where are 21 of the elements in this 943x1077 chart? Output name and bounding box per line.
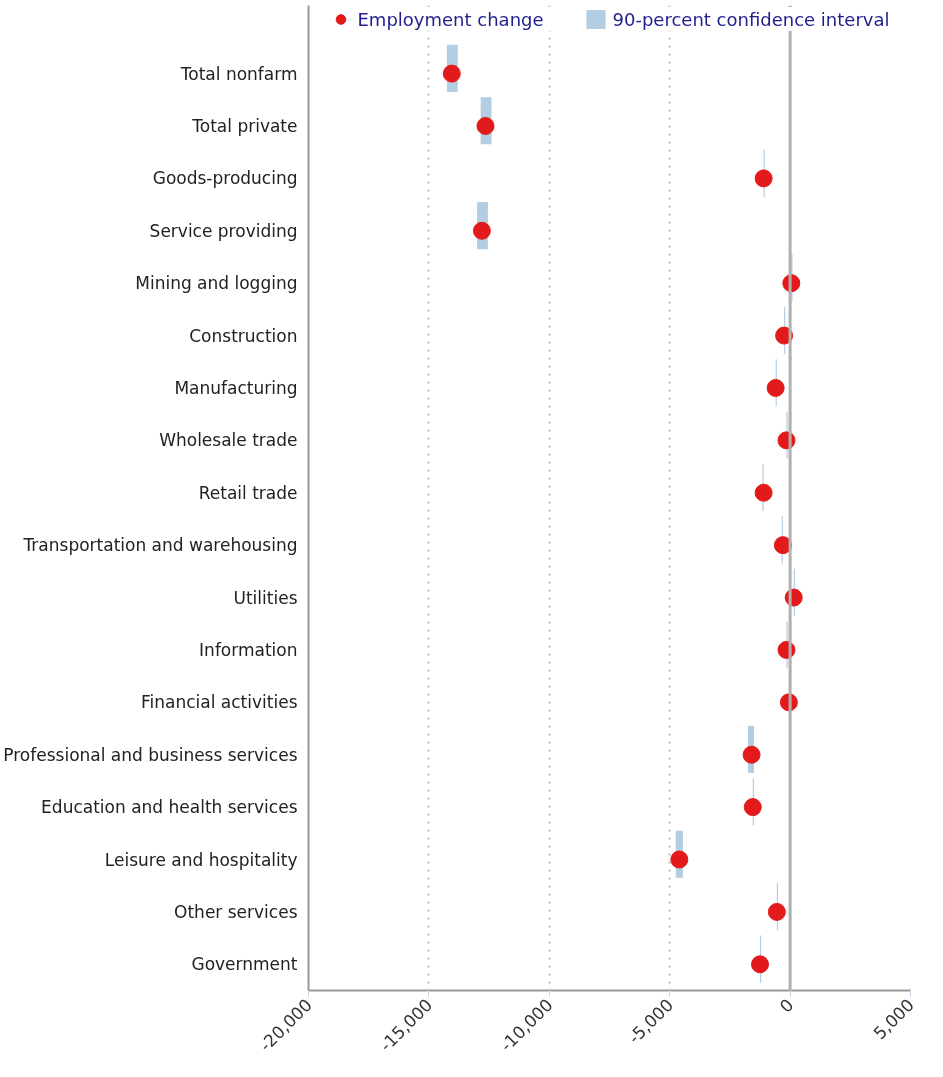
y-tick-label: Total private: [191, 116, 298, 137]
y-tick-label: Transportation and warehousing: [22, 535, 298, 556]
y-tick-label: Utilities: [233, 587, 298, 608]
y-tick-label: Retail trade: [198, 482, 298, 503]
y-tick-label: Professional and business services: [3, 744, 298, 765]
y-tick-label: Wholesale trade: [159, 430, 298, 451]
y-tick-label: Manufacturing: [174, 377, 298, 398]
y-tick-label: Other services: [174, 901, 298, 922]
y-tick-label: Construction: [189, 325, 298, 346]
y-tick-label: Goods-producing: [152, 168, 298, 189]
y-tick-label: Service providing: [149, 220, 298, 241]
y-tick-label: Leisure and hospitality: [104, 849, 298, 870]
x-tick-label: 0: [775, 994, 798, 1017]
y-tick-label: Mining and logging: [135, 273, 298, 294]
y-tick-label: Financial activities: [141, 692, 298, 713]
y-tick-label: Total nonfarm: [179, 63, 298, 84]
y-tick-label: Education and health services: [41, 797, 298, 818]
y-tick-label: Government: [191, 954, 298, 975]
y-tick-label: Information: [199, 639, 298, 660]
legend-label: 90-percent confidence interval: [612, 8, 890, 30]
legend-label: Employment change: [357, 8, 544, 30]
